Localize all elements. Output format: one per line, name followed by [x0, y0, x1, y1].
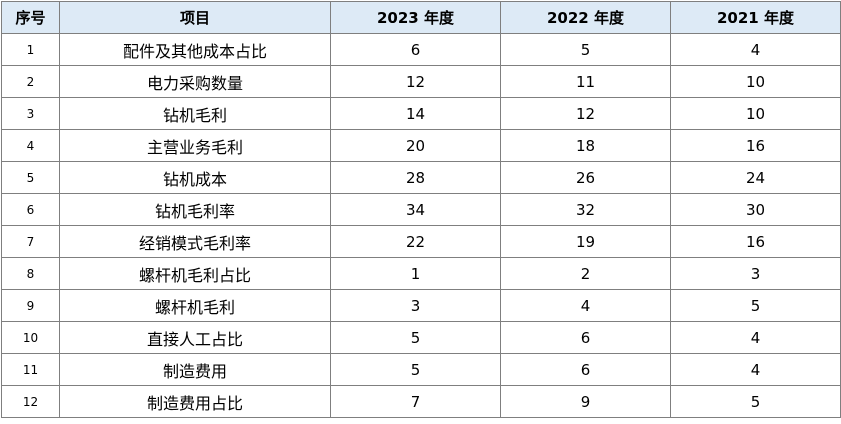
cell-2023: 5: [330, 353, 501, 386]
cell-2022: 12: [500, 97, 671, 130]
table-row: 11 制造费用 5 6 4: [1, 353, 841, 386]
cell-2022: 18: [500, 129, 671, 162]
cell-seq: 2: [1, 65, 60, 98]
cell-2021: 4: [670, 321, 841, 354]
table-row: 2 电力采购数量 12 11 10: [1, 65, 841, 98]
cell-2023: 1: [330, 257, 501, 290]
table-row: 12 制造费用占比 7 9 5: [1, 385, 841, 418]
cell-item: 钻机毛利率: [59, 193, 331, 226]
table-row: 9 螺杆机毛利 3 4 5: [1, 289, 841, 322]
header-row: 序号 项目 2023 年度 2022 年度 2021 年度: [1, 1, 841, 34]
header-seq: 序号: [1, 1, 60, 34]
cell-item: 经销模式毛利率: [59, 225, 331, 258]
cell-seq: 6: [1, 193, 60, 226]
cell-2021: 16: [670, 225, 841, 258]
cell-seq: 8: [1, 257, 60, 290]
cell-2023: 7: [330, 385, 501, 418]
cell-seq: 9: [1, 289, 60, 322]
cell-2021: 30: [670, 193, 841, 226]
cell-item: 钻机成本: [59, 161, 331, 194]
cell-2021: 3: [670, 257, 841, 290]
table-row: 4 主营业务毛利 20 18 16: [1, 129, 841, 162]
cell-item: 电力采购数量: [59, 65, 331, 98]
cell-2022: 6: [500, 321, 671, 354]
cell-2022: 26: [500, 161, 671, 194]
cell-2021: 4: [670, 33, 841, 66]
cell-seq: 7: [1, 225, 60, 258]
cell-seq: 4: [1, 129, 60, 162]
cell-seq: 3: [1, 97, 60, 130]
cell-item: 制造费用: [59, 353, 331, 386]
table-row: 1 配件及其他成本占比 6 5 4: [1, 33, 841, 66]
cell-item: 直接人工占比: [59, 321, 331, 354]
cell-2021: 5: [670, 385, 841, 418]
cell-item: 配件及其他成本占比: [59, 33, 331, 66]
cell-2023: 34: [330, 193, 501, 226]
table-row: 3 钻机毛利 14 12 10: [1, 97, 841, 130]
table-row: 8 螺杆机毛利占比 1 2 3: [1, 257, 841, 290]
cell-2021: 16: [670, 129, 841, 162]
cell-seq: 1: [1, 33, 60, 66]
table-row: 6 钻机毛利率 34 32 30: [1, 193, 841, 226]
cell-2023: 28: [330, 161, 501, 194]
table-row: 10 直接人工占比 5 6 4: [1, 321, 841, 354]
cell-2022: 9: [500, 385, 671, 418]
cell-2022: 11: [500, 65, 671, 98]
cell-item: 主营业务毛利: [59, 129, 331, 162]
cell-2021: 4: [670, 353, 841, 386]
cell-seq: 12: [1, 385, 60, 418]
cell-2023: 12: [330, 65, 501, 98]
cell-2023: 5: [330, 321, 501, 354]
cell-2023: 20: [330, 129, 501, 162]
cell-2021: 10: [670, 97, 841, 130]
header-2021: 2021 年度: [670, 1, 841, 34]
cell-seq: 10: [1, 321, 60, 354]
cell-item: 钻机毛利: [59, 97, 331, 130]
header-2023: 2023 年度: [330, 1, 501, 34]
cell-2022: 5: [500, 33, 671, 66]
cell-item: 制造费用占比: [59, 385, 331, 418]
cell-seq: 5: [1, 161, 60, 194]
cell-2021: 10: [670, 65, 841, 98]
cell-2021: 5: [670, 289, 841, 322]
cell-item: 螺杆机毛利占比: [59, 257, 331, 290]
cell-2022: 4: [500, 289, 671, 322]
header-item: 项目: [59, 1, 331, 34]
table-row: 7 经销模式毛利率 22 19 16: [1, 225, 841, 258]
cell-2023: 14: [330, 97, 501, 130]
cell-2023: 6: [330, 33, 501, 66]
cell-2022: 2: [500, 257, 671, 290]
cell-2021: 24: [670, 161, 841, 194]
cell-seq: 11: [1, 353, 60, 386]
cell-2022: 6: [500, 353, 671, 386]
header-2022: 2022 年度: [500, 1, 671, 34]
cell-item: 螺杆机毛利: [59, 289, 331, 322]
table-row: 5 钻机成本 28 26 24: [1, 161, 841, 194]
cell-2023: 22: [330, 225, 501, 258]
cell-2023: 3: [330, 289, 501, 322]
table-body: 1 配件及其他成本占比 6 5 4 2 电力采购数量 12 11 10 3 钻机毛利 14 12 10 4 主营…: [1, 33, 841, 418]
cell-2022: 32: [500, 193, 671, 226]
cell-2022: 19: [500, 225, 671, 258]
